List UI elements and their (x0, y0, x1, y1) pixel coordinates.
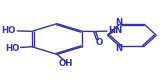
Text: HO: HO (5, 44, 19, 53)
Text: N: N (115, 18, 122, 27)
Text: N: N (115, 44, 122, 53)
Text: O: O (96, 38, 103, 47)
Text: OH: OH (59, 59, 73, 68)
Text: HN: HN (108, 26, 123, 35)
Text: HO: HO (2, 26, 16, 35)
